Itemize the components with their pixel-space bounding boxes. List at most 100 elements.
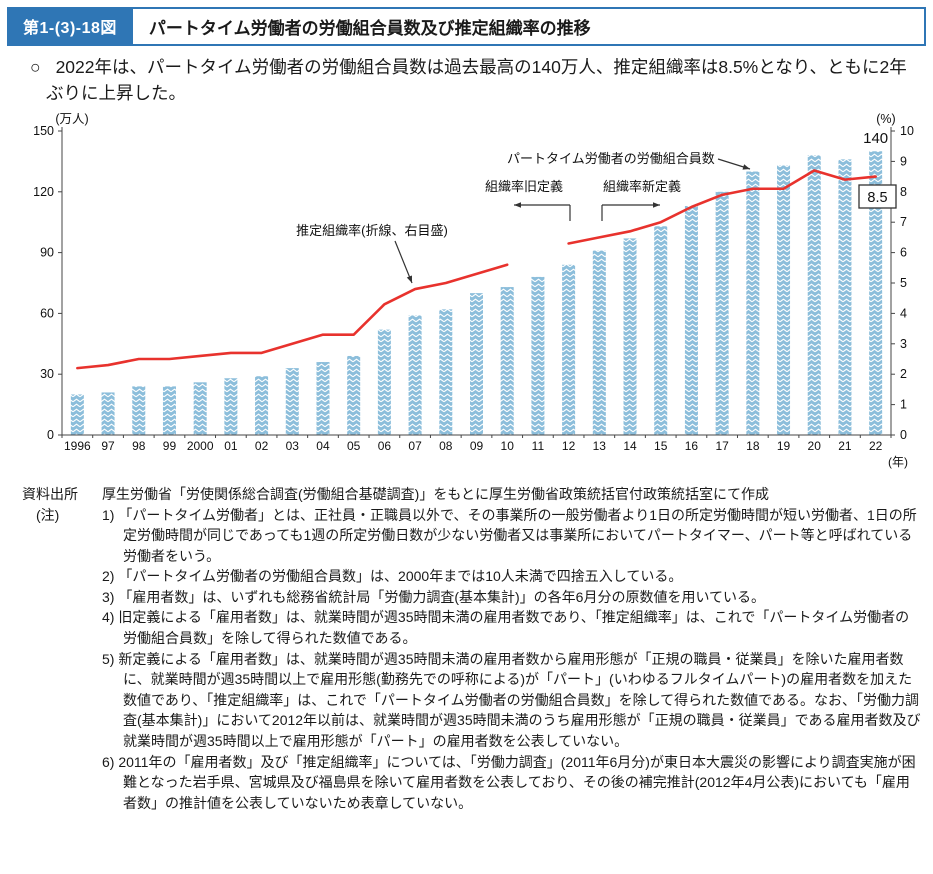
- y-left-tick: 90: [40, 246, 54, 260]
- axes: [58, 127, 895, 438]
- figure-number: 第1-(3)-18図: [9, 9, 133, 44]
- note-number: 4): [102, 609, 115, 626]
- x-tick: 01: [224, 439, 238, 453]
- lead-bullet: ○: [30, 57, 41, 77]
- y-right-tick: 6: [900, 246, 907, 260]
- y-right-tick: 9: [900, 154, 907, 168]
- bar-99: [162, 386, 176, 435]
- note-item-1: 1) 「パートタイム労働者」とは、正社員・正職員以外で、その事業所の一般労働者よ…: [102, 506, 917, 564]
- x-tick: 08: [439, 439, 453, 453]
- x-tick: 18: [746, 439, 760, 453]
- bar-19: [777, 165, 791, 435]
- y-left-tick: 150: [33, 124, 54, 138]
- note-item-2: 2) 「パートタイム労働者の労働組合員数」は、2000年までは10人未満で四捨五…: [102, 568, 683, 585]
- bar-09: [470, 293, 483, 435]
- y-left-tick: 30: [40, 367, 54, 381]
- bar-12: [562, 264, 576, 435]
- rate-value-box: 8.5: [858, 184, 897, 209]
- bar-05: [347, 355, 361, 435]
- notes-section: 資料出所 厚生労働省「労使関係総合調査(労働組合基礎調査)」をもとに厚生労働省政…: [22, 484, 922, 813]
- note-number: 2): [102, 568, 115, 585]
- bar-15: [654, 226, 668, 435]
- x-axis-unit: (年): [888, 455, 908, 469]
- bar-97: [101, 392, 115, 435]
- y-right-tick: 3: [900, 337, 907, 351]
- x-tick: 22: [869, 439, 883, 453]
- note-item-5: 5) 新定義による「雇用者数」は、就業時間が週35時間未満の雇用者数から雇用形態…: [102, 650, 921, 749]
- note-number: 3): [102, 588, 115, 605]
- annotation-arrows: [394, 158, 751, 284]
- new-definition-label: 組織率新定義: [603, 179, 681, 194]
- right-axis-unit: (%): [876, 113, 895, 126]
- x-tick: 2000: [187, 439, 214, 453]
- bar-98: [132, 386, 146, 435]
- bar-16: [684, 205, 698, 435]
- x-tick: 21: [838, 439, 852, 453]
- y-right-tick: 5: [900, 276, 907, 290]
- rate-line: [76, 169, 877, 370]
- x-tick: 11: [532, 439, 545, 453]
- x-tick: 13: [593, 439, 607, 453]
- bar-03: [285, 368, 299, 435]
- x-tick: 14: [623, 439, 637, 453]
- x-tick: 98: [132, 439, 146, 453]
- x-tick: 12: [562, 439, 576, 453]
- note-item-6: 6) 2011年の「雇用者数」及び「推定組織率」については、「労働力調査」(20…: [102, 753, 916, 811]
- source-label: 資料出所: [22, 486, 78, 502]
- x-tick: 19: [777, 439, 791, 453]
- source-row: 資料出所 厚生労働省「労使関係総合調査(労働組合基礎調査)」をもとに厚生労働省政…: [22, 484, 922, 505]
- bar-06: [377, 329, 391, 435]
- x-tick: 03: [286, 439, 300, 453]
- y-right-tick: 1: [900, 398, 907, 412]
- bar-17: [715, 191, 729, 435]
- y-left-tick: 120: [33, 185, 54, 199]
- note-number: 1): [102, 506, 115, 523]
- x-tick: 06: [378, 439, 392, 453]
- x-tick: 05: [347, 439, 361, 453]
- bar-10: [500, 287, 514, 435]
- x-tick: 17: [715, 439, 729, 453]
- bar-13: [592, 250, 606, 435]
- x-tick: 07: [408, 439, 422, 453]
- x-tick: 16: [685, 439, 699, 453]
- left-axis-unit: (万人): [55, 113, 88, 126]
- bar-20: [807, 155, 821, 435]
- bar-04: [316, 362, 330, 435]
- bar-18: [746, 171, 760, 435]
- note-item-4: 4) 旧定義による「雇用者数」は、就業時間が週35時間未満の雇用者数であり、「推…: [102, 609, 910, 647]
- bar-07: [408, 315, 422, 435]
- old-definition-label: 組織率旧定義: [485, 179, 563, 194]
- bar-01: [224, 378, 238, 435]
- x-tick: 97: [101, 439, 115, 453]
- note-items: 1) 「パートタイム労働者」とは、正社員・正職員以外で、その事業所の一般労働者よ…: [102, 505, 922, 814]
- x-tick: 04: [316, 439, 330, 453]
- y-right-tick: 2: [900, 367, 907, 381]
- bar-2000: [193, 382, 207, 435]
- bar-series-label: パートタイム労働者の労働組合員数: [507, 151, 715, 166]
- figure-title: パートタイム労働者の労働組合員数及び推定組織率の推移: [148, 19, 591, 38]
- x-tick: 15: [654, 439, 668, 453]
- x-tick: 99: [163, 439, 177, 453]
- y-left-tick: 0: [47, 428, 54, 442]
- last-rate-value: 8.5: [867, 190, 887, 206]
- lead-paragraph: ○ 2022年は、パートタイム労働者の労働組合員数は過去最高の140万人、推定組織…: [30, 54, 918, 107]
- bar-22: [869, 151, 883, 435]
- note-number: 5): [102, 650, 115, 667]
- x-tick: 02: [255, 439, 269, 453]
- x-tick: 1996: [64, 439, 91, 453]
- y-right-tick: 4: [900, 306, 907, 320]
- x-tick: 10: [501, 439, 515, 453]
- x-tick: 20: [808, 439, 822, 453]
- bar-14: [623, 238, 637, 435]
- bar-11: [531, 276, 545, 435]
- bars: [70, 151, 883, 435]
- line-series-label: 推定組織率(折線、右目盛): [296, 223, 448, 238]
- bar-1996: [70, 394, 84, 435]
- x-tick: 09: [470, 439, 484, 453]
- last-bar-value: 140: [863, 130, 888, 147]
- bar-21: [838, 159, 852, 435]
- bar-02: [255, 376, 269, 435]
- note-label: (注): [36, 506, 60, 523]
